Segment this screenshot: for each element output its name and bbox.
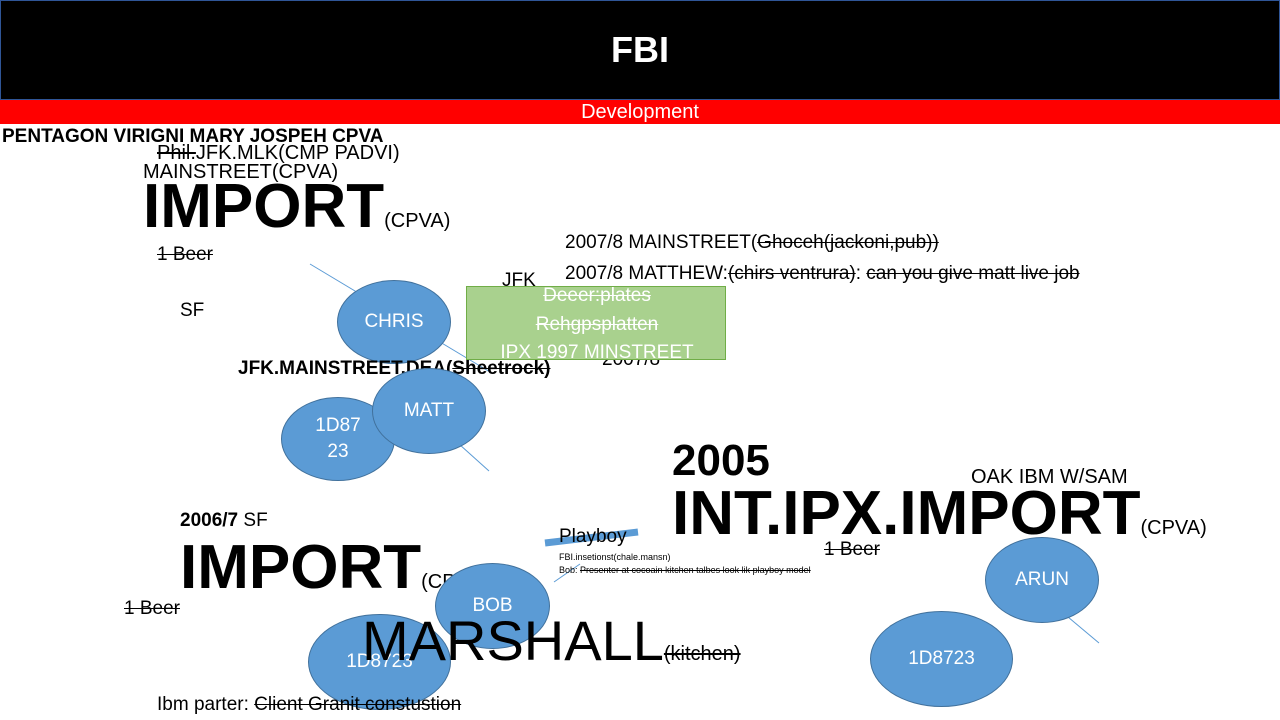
sf-label: SF	[180, 300, 204, 322]
playboy-note-1: FBI.insetionst(chale.mansn)	[559, 552, 671, 562]
import-sub: (CPVA)	[384, 210, 450, 232]
note2-strike1: (chirs ventrura)	[728, 263, 856, 284]
import-text: IMPORT	[143, 172, 384, 241]
note2-colon: :	[856, 263, 867, 284]
green-line-1: Deeer:plates	[467, 285, 727, 307]
beer-top: 1 Beer	[157, 244, 213, 266]
ibm-prefix: Ibm parter:	[157, 694, 254, 715]
node-id-left-line1: 1D87	[315, 413, 360, 439]
green-note-box: Deeer:plates Rehgpsplatten IPX 1997 MINS…	[466, 286, 726, 360]
green-line-2: Rehgpsplatten	[467, 314, 727, 336]
sf-bottom: SF	[238, 510, 268, 531]
beer-right: 1 Beer	[824, 539, 880, 561]
node-arun-label: ARUN	[1015, 567, 1069, 593]
playboy-label: Playboy	[559, 526, 627, 548]
note2-strike2: can you give matt live job	[866, 263, 1079, 284]
ibm-strike: Client Granit constustion	[254, 694, 461, 715]
note1-prefix: 2007/8 MAINSTREET(	[565, 232, 757, 253]
year-2006-line: 2006/7 SF	[180, 510, 268, 532]
import-bottom-text: IMPORT	[180, 533, 421, 602]
connector-arun	[1068, 617, 1099, 643]
node-matt-label: MATT	[404, 398, 454, 424]
note-line-2: 2007/8 MATTHEW:(chirs ventrura): can you…	[565, 263, 1080, 285]
node-matt: MATT	[372, 368, 486, 454]
marshall-heading: MARSHALL(kitchen)	[362, 608, 741, 687]
marshall-sub: (kitchen)	[664, 643, 741, 665]
playboy-note2-prefix: Bob:	[559, 565, 580, 575]
note2-prefix: 2007/8 MATTHEW:	[565, 263, 728, 284]
playboy-note2-strike: Presenter at cocoain kitchen talbes look…	[580, 565, 811, 575]
node-id-right-label: 1D8723	[908, 646, 975, 672]
node-id-left-line2: 23	[327, 439, 348, 465]
node-arun: ARUN	[985, 537, 1099, 623]
intipx-heading: INT.IPX.IMPORT(CPVA)	[672, 479, 1207, 563]
intipx-text: INT.IPX.IMPORT	[672, 479, 1140, 548]
year-2006: 2006/7	[180, 510, 238, 531]
node-chris: CHRIS	[337, 280, 451, 364]
note-line-1: 2007/8 MAINSTREET(Ghoceh(jackoni,pub))	[565, 232, 939, 254]
intipx-sub: (CPVA)	[1140, 517, 1206, 539]
note1-strike: Ghoceh(jackoni,pub))	[757, 232, 939, 253]
playboy-note-2: Bob: Presenter at cocoain kitchen talbes…	[559, 565, 811, 575]
ibm-partner-line: Ibm parter: Client Granit constustion	[157, 694, 461, 716]
beer-bottom: 1 Beer	[124, 598, 180, 620]
node-chris-label: CHRIS	[364, 309, 423, 335]
marshall-text: MARSHALL	[362, 609, 664, 672]
jfk-mainstreet-strike: Sheetrock)	[452, 358, 550, 379]
node-id-right: 1D8723	[870, 611, 1013, 707]
